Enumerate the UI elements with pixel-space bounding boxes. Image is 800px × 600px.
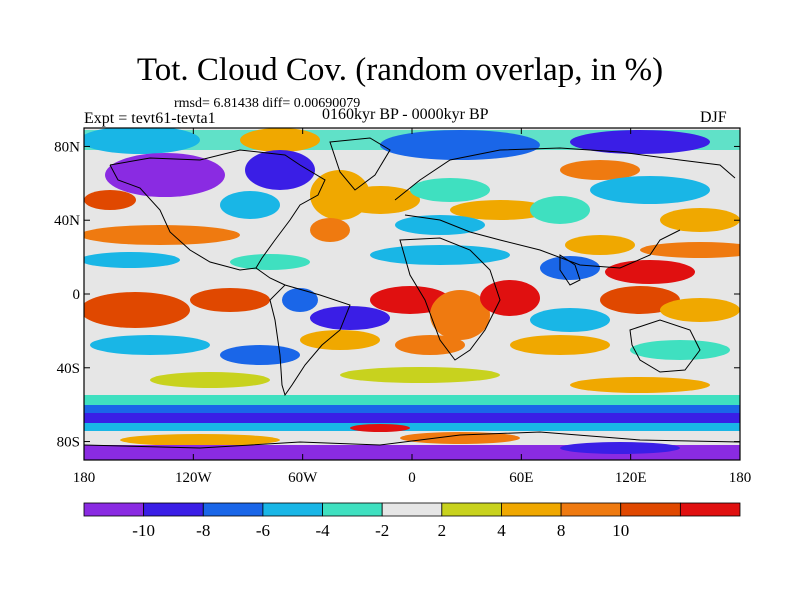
colorbar-label: -10	[132, 521, 155, 540]
lon-tick-label: 120E	[615, 470, 647, 486]
plot-title: Tot. Cloud Cov. (random overlap, in %)	[136, 52, 664, 88]
colorbar-swatch	[202, 502, 264, 517]
colorbar-label: -2	[375, 521, 389, 540]
lat-tick-label: 40S	[57, 361, 80, 377]
lat-tick-label: 40N	[54, 213, 80, 229]
colorbar-swatch	[83, 502, 145, 517]
colorbar-label: 8	[557, 521, 566, 540]
lon-tick-label: 120W	[175, 470, 213, 486]
colorbar-swatch	[620, 502, 681, 517]
lon-tick-label: 0	[408, 470, 416, 486]
colorbar-label: 2	[438, 521, 447, 540]
lon-tick-label: 60E	[509, 470, 533, 486]
colorbar-swatch	[441, 502, 502, 517]
lat-tick-label: 0	[73, 287, 81, 303]
anomaly-field	[84, 128, 740, 460]
colorbar-swatch	[322, 502, 383, 517]
colorbar-swatch	[679, 502, 741, 517]
period-label: 0160kyr BP - 0000kyr BP	[322, 106, 489, 123]
colorbar-swatch	[143, 502, 204, 517]
season-label: DJF	[700, 109, 727, 126]
colorbar-swatch	[381, 502, 443, 517]
lat-tick-label: 80S	[57, 435, 80, 451]
lon-tick-label: 180	[73, 470, 96, 486]
colorbar-label: 10	[612, 521, 629, 540]
colorbar-label: -8	[196, 521, 210, 540]
lon-tick-label: 60W	[288, 470, 318, 486]
latitude-axis: 80N 40N 0 40S 80S	[54, 139, 740, 451]
experiment-label: Expt = tevt61-tevta1	[84, 110, 216, 127]
colorbar-label: -6	[256, 521, 270, 540]
colorbar-swatch	[560, 502, 622, 517]
colorbar-label: -4	[315, 521, 330, 540]
colorbar-label: 4	[497, 521, 506, 540]
lat-tick-label: 80N	[54, 139, 80, 155]
lon-tick-label: 180	[729, 470, 752, 486]
longitude-axis: 180 120W 60W 0 60E 120E 180	[73, 128, 752, 486]
colorbar-swatch	[262, 502, 323, 517]
colorbar: -10 -8 -6 -4 -2 2 4 8 10	[83, 502, 741, 540]
stats-text: rmsd= 6.81438 diff= 0.00690079	[174, 96, 361, 111]
colorbar-swatch	[501, 502, 562, 517]
coastlines	[84, 137, 740, 449]
